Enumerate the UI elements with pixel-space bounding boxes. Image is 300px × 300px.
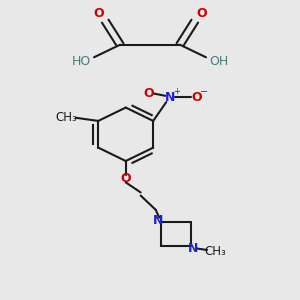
Text: O: O [196, 8, 207, 20]
Text: OH: OH [209, 55, 229, 68]
Text: O: O [192, 91, 202, 104]
Text: CH₃: CH₃ [204, 245, 226, 258]
Text: O: O [93, 8, 104, 20]
Text: N: N [153, 214, 164, 227]
Text: −: − [200, 87, 208, 97]
Text: N: N [188, 242, 198, 255]
Text: HO: HO [71, 55, 91, 68]
Text: CH₃: CH₃ [55, 111, 77, 124]
Text: N: N [165, 91, 175, 104]
Text: O: O [120, 172, 131, 185]
Text: +: + [173, 87, 180, 96]
Text: O: O [143, 87, 154, 100]
